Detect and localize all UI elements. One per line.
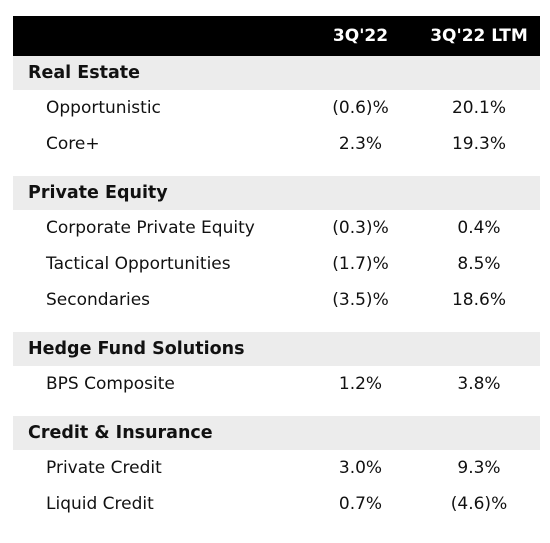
section-title: Real Estate	[28, 63, 141, 83]
section-hedge-fund-solutions: Hedge Fund Solutions BPS Composite 1.2% …	[13, 332, 540, 402]
section-gap	[13, 162, 540, 176]
section-header: Hedge Fund Solutions	[13, 332, 540, 366]
row-ltm-value: (4.6)%	[450, 494, 508, 514]
row-ltm-value: 0.4%	[457, 218, 501, 238]
table-row: BPS Composite 1.2% 3.8%	[13, 366, 540, 402]
table-row: Liquid Credit 0.7% (4.6)%	[13, 486, 540, 522]
row-ltm-value: 3.8%	[457, 374, 501, 394]
section-credit-insurance: Credit & Insurance Private Credit 3.0% 9…	[13, 416, 540, 522]
section-private-equity: Private Equity Corporate Private Equity …	[13, 176, 540, 318]
section-gap	[13, 402, 540, 416]
row-3q22-value: (0.3)%	[332, 218, 389, 238]
header-3q22: 3Q'22	[332, 26, 389, 46]
section-title: Credit & Insurance	[28, 423, 213, 443]
section-header: Credit & Insurance	[13, 416, 540, 450]
row-3q22-value: (0.6)%	[332, 98, 389, 118]
section-gap	[13, 318, 540, 332]
table-row: Core+ 2.3% 19.3%	[13, 126, 540, 162]
row-ltm-value: 20.1%	[451, 98, 506, 118]
table-row: Opportunistic (0.6)% 20.1%	[13, 90, 540, 126]
row-label: Opportunistic	[46, 98, 161, 118]
table-row: Tactical Opportunities (1.7)% 8.5%	[13, 246, 540, 282]
table-row: Secondaries (3.5)% 18.6%	[13, 282, 540, 318]
row-ltm-value: 19.3%	[451, 134, 506, 154]
row-3q22-value: 1.2%	[338, 374, 383, 394]
row-label: Tactical Opportunities	[46, 254, 231, 274]
section-real-estate: Real Estate Opportunistic (0.6)% 20.1% C…	[13, 56, 540, 162]
table-header: 3Q'22 3Q'22 LTM	[13, 16, 540, 56]
table-row: Private Credit 3.0% 9.3%	[13, 450, 540, 486]
table-row: Corporate Private Equity (0.3)% 0.4%	[13, 210, 540, 246]
row-3q22-value: (1.7)%	[332, 254, 389, 274]
section-title: Private Equity	[28, 183, 168, 203]
row-ltm-value: 8.5%	[457, 254, 501, 274]
header-3q22-ltm: 3Q'22 LTM	[430, 26, 528, 46]
row-3q22-value: (3.5)%	[332, 290, 389, 310]
row-label: Corporate Private Equity	[46, 218, 255, 238]
row-ltm-value: 9.3%	[457, 458, 501, 478]
row-3q22-value: 0.7%	[338, 494, 383, 514]
row-3q22-value: 2.3%	[338, 134, 383, 154]
row-label: Secondaries	[46, 290, 151, 310]
row-label: Core+	[46, 134, 100, 154]
row-3q22-value: 3.0%	[338, 458, 383, 478]
section-header: Real Estate	[13, 56, 540, 90]
section-header: Private Equity	[13, 176, 540, 210]
row-ltm-value: 18.6%	[451, 290, 506, 310]
section-title: Hedge Fund Solutions	[28, 339, 245, 359]
row-label: BPS Composite	[46, 374, 175, 394]
row-label: Liquid Credit	[46, 494, 154, 514]
row-label: Private Credit	[46, 458, 162, 478]
returns-table: 3Q'22 3Q'22 LTM Real Estate Opportunisti…	[13, 16, 540, 522]
